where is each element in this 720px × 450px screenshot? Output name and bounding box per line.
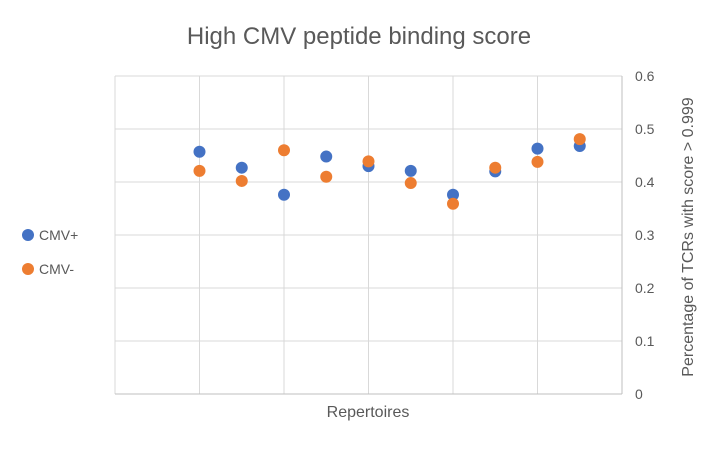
legend-label: CMV+ xyxy=(39,227,78,243)
y-axis-label: Percentage of TCRs with score > 0.999 xyxy=(680,97,697,377)
point-cmv-neg xyxy=(531,155,544,168)
point-cmv-neg xyxy=(573,133,586,146)
gridlines xyxy=(115,75,622,395)
y-tick-label: 0.1 xyxy=(635,333,655,349)
legend-label: CMV- xyxy=(39,261,74,277)
y-tick-label: 0.2 xyxy=(635,280,655,296)
legend-marker xyxy=(22,229,34,241)
y-tick-label: 0 xyxy=(635,386,643,402)
point-cmv-pos xyxy=(320,150,333,163)
legend-marker xyxy=(22,263,34,275)
y-tick-label: 0.6 xyxy=(635,68,655,84)
chart-title: High CMV peptide binding score xyxy=(187,23,531,50)
point-cmv-neg xyxy=(404,177,417,190)
point-cmv-pos xyxy=(531,142,544,155)
y-tick-label: 0.4 xyxy=(635,174,655,190)
point-cmv-neg xyxy=(362,155,375,168)
point-cmv-pos xyxy=(235,161,248,174)
point-cmv-neg xyxy=(235,174,248,187)
data-points xyxy=(193,133,586,210)
axes: 0 0.1 0.2 0.3 0.4 0.5 0.6 xyxy=(114,68,655,402)
y-tick-label: 0.5 xyxy=(635,121,655,137)
x-axis-label: Repertoires xyxy=(327,404,410,421)
point-cmv-pos xyxy=(278,188,290,201)
legend: CMV+ CMV- xyxy=(22,227,78,277)
point-cmv-pos xyxy=(404,164,417,177)
y-tick-label: 0.3 xyxy=(635,227,655,243)
point-cmv-neg xyxy=(489,161,502,174)
point-cmv-neg xyxy=(447,197,459,210)
point-cmv-pos xyxy=(193,145,206,158)
point-cmv-neg xyxy=(320,170,333,183)
point-cmv-neg xyxy=(278,144,290,157)
point-cmv-pos xyxy=(447,188,459,201)
point-cmv-neg xyxy=(193,164,206,177)
